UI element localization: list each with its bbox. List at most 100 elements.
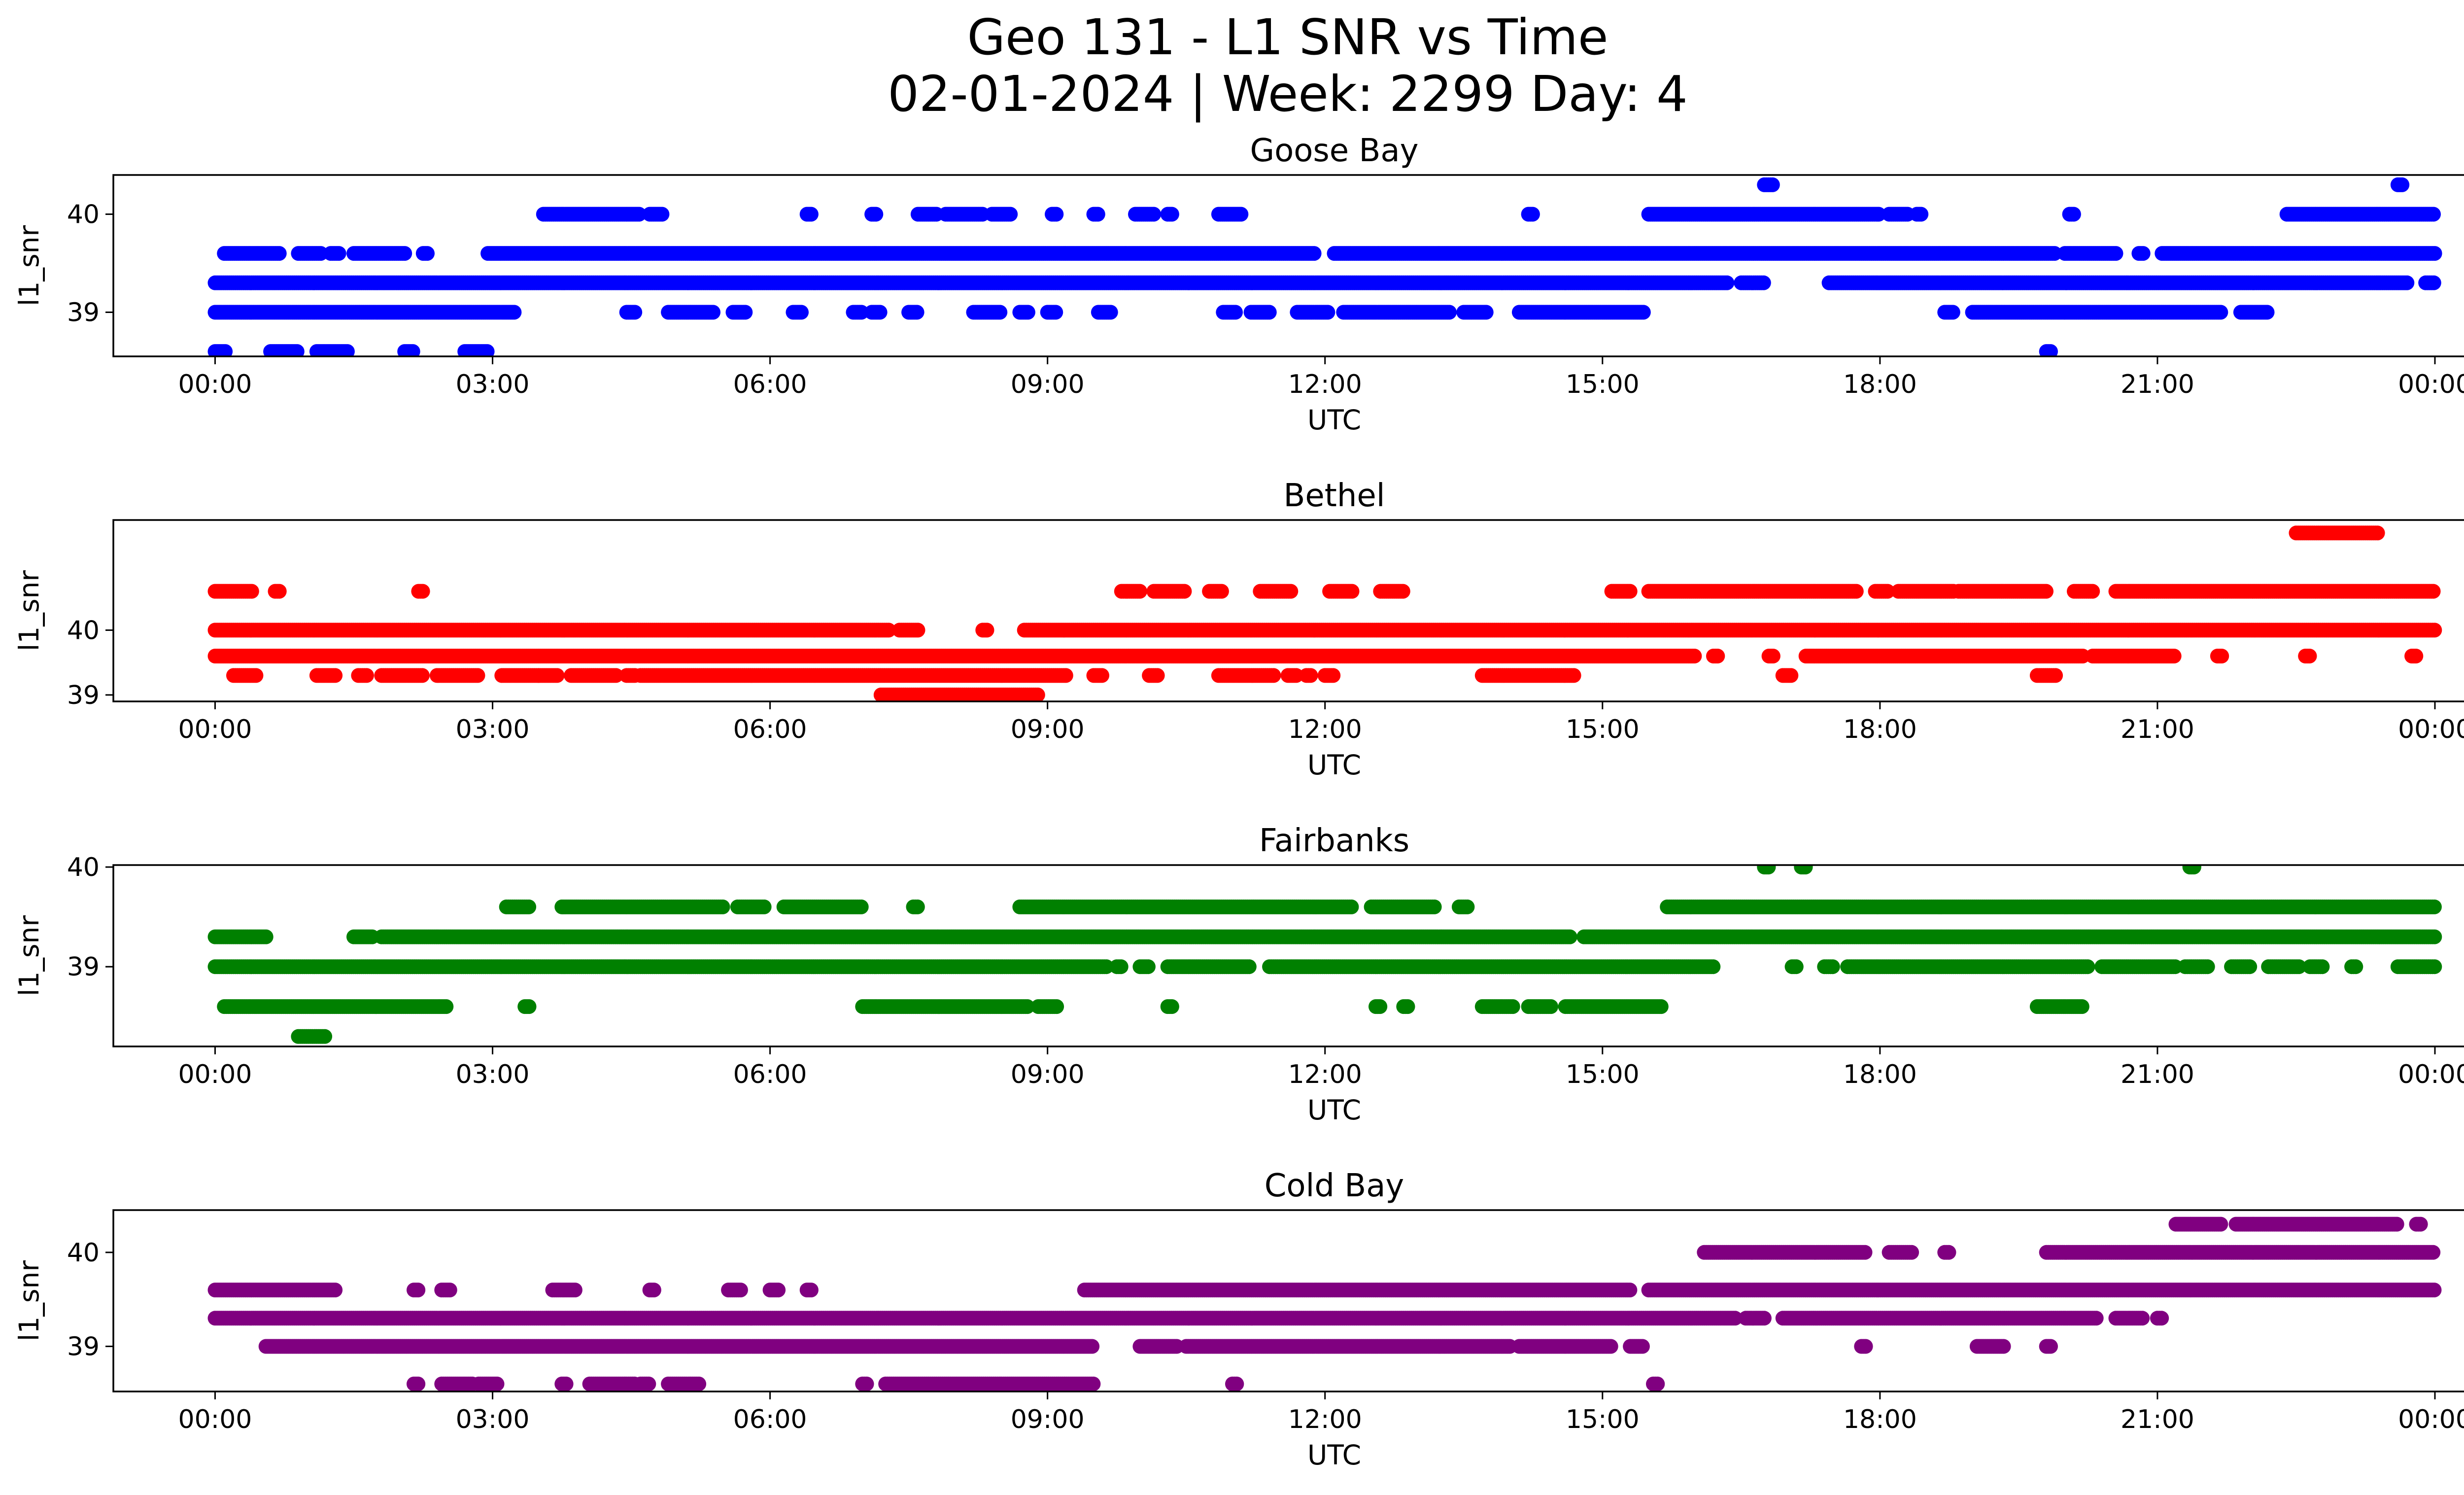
x-axis-label: UTC: [1307, 404, 1361, 436]
data-point: [2426, 275, 2441, 290]
x-tick-label: 00:00: [178, 370, 252, 399]
data-point: [2427, 246, 2442, 261]
x-tick-label: 09:00: [1011, 370, 1085, 399]
data-point: [2108, 246, 2123, 261]
data-point: [1049, 207, 1064, 222]
data-point: [1765, 649, 1780, 663]
data-point: [1306, 246, 1322, 261]
data-point: [2213, 305, 2228, 320]
data-point: [738, 305, 753, 320]
data-point: [1164, 207, 1179, 222]
data-point: [1048, 305, 1063, 320]
data-point: [1442, 305, 1457, 320]
data-point: [340, 344, 355, 356]
data-point: [414, 668, 430, 683]
axes-frame: [112, 174, 2464, 357]
panel-title: Bethel: [1283, 478, 1385, 514]
data-point: [507, 305, 522, 320]
data-point: [1103, 305, 1118, 320]
figure-title-line2: 02-01-2024 | Week: 2299 Day: 4: [888, 65, 1687, 123]
x-tick-label: 03:00: [456, 370, 530, 399]
data-point: [1146, 207, 1162, 222]
x-tick-label: 12:00: [1288, 370, 1362, 399]
data-point: [1566, 668, 1581, 683]
data-point: [328, 668, 343, 683]
data-point: [631, 207, 647, 222]
data-point: [627, 305, 643, 320]
data-point: [2135, 246, 2151, 261]
data-point: [1228, 305, 1243, 320]
data-point: [1687, 649, 1702, 663]
data-point: [248, 668, 264, 683]
data-point: [1525, 207, 1540, 222]
scatter-points: [207, 525, 2442, 701]
data-point: [992, 305, 1008, 320]
figure-title-line1: Geo 131 - L1 SNR vs Time: [967, 8, 1608, 66]
y-axis-label: l1_snr: [13, 225, 45, 306]
y-tick-label: 39: [67, 298, 100, 327]
data-point: [1303, 668, 1318, 683]
data-point: [2166, 649, 2182, 663]
data-point: [1320, 305, 1335, 320]
data-point: [397, 246, 412, 261]
data-point: [359, 668, 374, 683]
x-tick-label: 15:00: [1566, 370, 1640, 399]
data-point: [608, 668, 623, 683]
data-point: [420, 246, 435, 261]
data-point: [979, 623, 994, 638]
data-point: [2047, 246, 2062, 261]
panel-title: Goose Bay: [1250, 133, 1419, 169]
data-point: [854, 305, 869, 320]
data-point: [1914, 207, 1929, 222]
data-point: [331, 246, 346, 261]
x-tick-label: 00:00: [2398, 370, 2464, 399]
data-point: [549, 668, 565, 683]
scatter-points: [207, 177, 2442, 356]
data-point: [2408, 649, 2424, 663]
data-point: [794, 305, 809, 320]
data-point: [289, 344, 305, 356]
data-point: [910, 623, 925, 638]
x-tick-label: 18:00: [1843, 370, 1917, 399]
data-point: [1710, 649, 1725, 663]
data-point: [2043, 344, 2058, 356]
data-point: [2395, 177, 2410, 192]
data-point: [1871, 207, 1886, 222]
data-point: [1030, 687, 1045, 701]
data-point: [470, 668, 485, 683]
data-point: [2426, 207, 2441, 222]
data-point: [2399, 275, 2415, 290]
data-point: [868, 207, 884, 222]
data-point: [1326, 668, 1341, 683]
data-point: [1020, 305, 1035, 320]
data-point: [654, 207, 670, 222]
data-point: [1150, 668, 1165, 683]
data-point: [2048, 668, 2063, 683]
data-point: [1478, 305, 1494, 320]
data-point: [1262, 305, 1277, 320]
data-point: [872, 305, 888, 320]
data-point: [1719, 275, 1735, 290]
data-point: [2066, 207, 2081, 222]
data-point: [706, 305, 720, 320]
data-point: [1783, 668, 1799, 683]
data-point: [1058, 668, 1073, 683]
data-point: [1756, 275, 1771, 290]
data-point: [909, 305, 924, 320]
y-tick-label: 40: [67, 200, 100, 230]
data-point: [272, 246, 287, 261]
data-point: [2259, 305, 2275, 320]
data-point: [218, 344, 233, 356]
data-point: [405, 344, 420, 356]
x-tick-label: 21:00: [2121, 370, 2194, 399]
data-point: [1090, 207, 1105, 222]
data-point: [881, 623, 896, 638]
data-point: [803, 207, 819, 222]
data-point: [1945, 305, 1960, 320]
data-point: [2214, 649, 2229, 663]
data-point: [479, 344, 495, 356]
